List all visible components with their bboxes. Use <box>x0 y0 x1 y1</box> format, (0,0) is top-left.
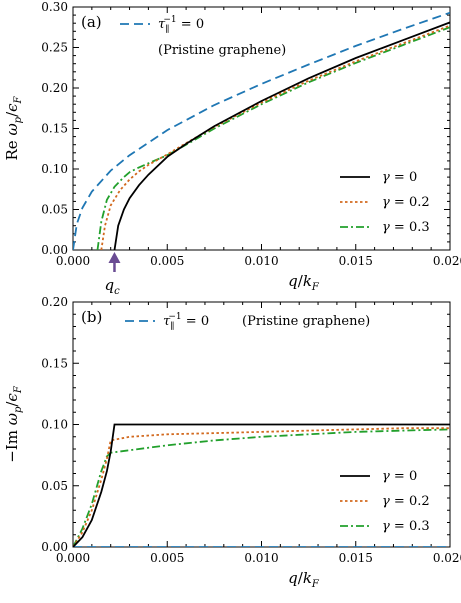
legend-label-pristine: τ∥−1 = 0 <box>163 312 209 332</box>
x-tick-label: 0.015 <box>339 254 373 268</box>
legend-label-g0: γ = 0 <box>382 170 417 185</box>
panel-a: 0.000 0.005 0.010 0.015 0.020 0.00 0.05 0.10 0.1… <box>3 0 461 297</box>
series-line-g03 <box>73 428 450 547</box>
legend-label-g0: γ = 0 <box>382 469 417 484</box>
panel-label: (b) <box>81 308 102 326</box>
y-tick-label: 0.25 <box>41 41 68 55</box>
y-axis-label: −Im ωp/ϵF <box>3 385 24 463</box>
legend-label-g03: γ = 0.3 <box>382 519 430 534</box>
legend-label-pristine: τ∥−1 = 0 <box>158 15 204 35</box>
x-tick-label: 0.005 <box>150 551 184 565</box>
y-tick-label: 0.05 <box>41 479 68 493</box>
y-axis-label: Re ωp/ϵF <box>3 95 24 160</box>
y-tick-label: 0.00 <box>41 243 68 257</box>
x-tick-label: 0.005 <box>150 254 184 268</box>
panel-b: 0.000 0.005 0.010 0.015 0.020 0.00 0.05 0.10 0.1… <box>3 295 461 590</box>
y-tick-label: 0.10 <box>41 418 68 432</box>
x-tick-label: 0.010 <box>244 551 278 565</box>
series-line-g0 <box>113 21 450 250</box>
y-tick-label: 0.05 <box>41 203 68 217</box>
series-line-g02 <box>73 427 450 547</box>
y-tick-label: 0.10 <box>41 162 68 176</box>
legend-note-pristine: (Pristine graphene) <box>242 314 370 329</box>
x-tick-label: 0.000 <box>56 254 90 268</box>
y-tick-label: 0.30 <box>41 0 68 14</box>
y-tick-label: 0.20 <box>41 81 68 95</box>
legend-label-g02: γ = 0.2 <box>382 494 430 509</box>
series-line-g02 <box>100 24 450 250</box>
panel-label: (a) <box>81 13 102 31</box>
x-axis-label: q/kF <box>288 569 320 590</box>
x-tick-label: 0.000 <box>56 551 90 565</box>
qc-arrow-head <box>108 252 121 263</box>
x-axis-label: q/kF <box>288 272 320 293</box>
y-tick-label: 0.00 <box>41 540 68 554</box>
series-line-g03 <box>96 26 450 250</box>
x-tick-label: 0.020 <box>433 551 461 565</box>
x-tick-label: 0.015 <box>339 551 373 565</box>
legend-label-g02: γ = 0.2 <box>382 195 430 210</box>
series-line-pristine <box>73 11 450 250</box>
y-tick-label: 0.15 <box>41 356 68 370</box>
qc-annotation-label: qc <box>104 276 120 297</box>
series-line-g0 <box>73 423 450 547</box>
legend-note-pristine: (Pristine graphene) <box>158 43 286 58</box>
x-tick-label: 0.020 <box>433 254 461 268</box>
y-tick-label: 0.15 <box>41 122 68 136</box>
legend-label-g03: γ = 0.3 <box>382 220 430 235</box>
y-tick-label: 0.20 <box>41 295 68 309</box>
x-tick-label: 0.010 <box>244 254 278 268</box>
